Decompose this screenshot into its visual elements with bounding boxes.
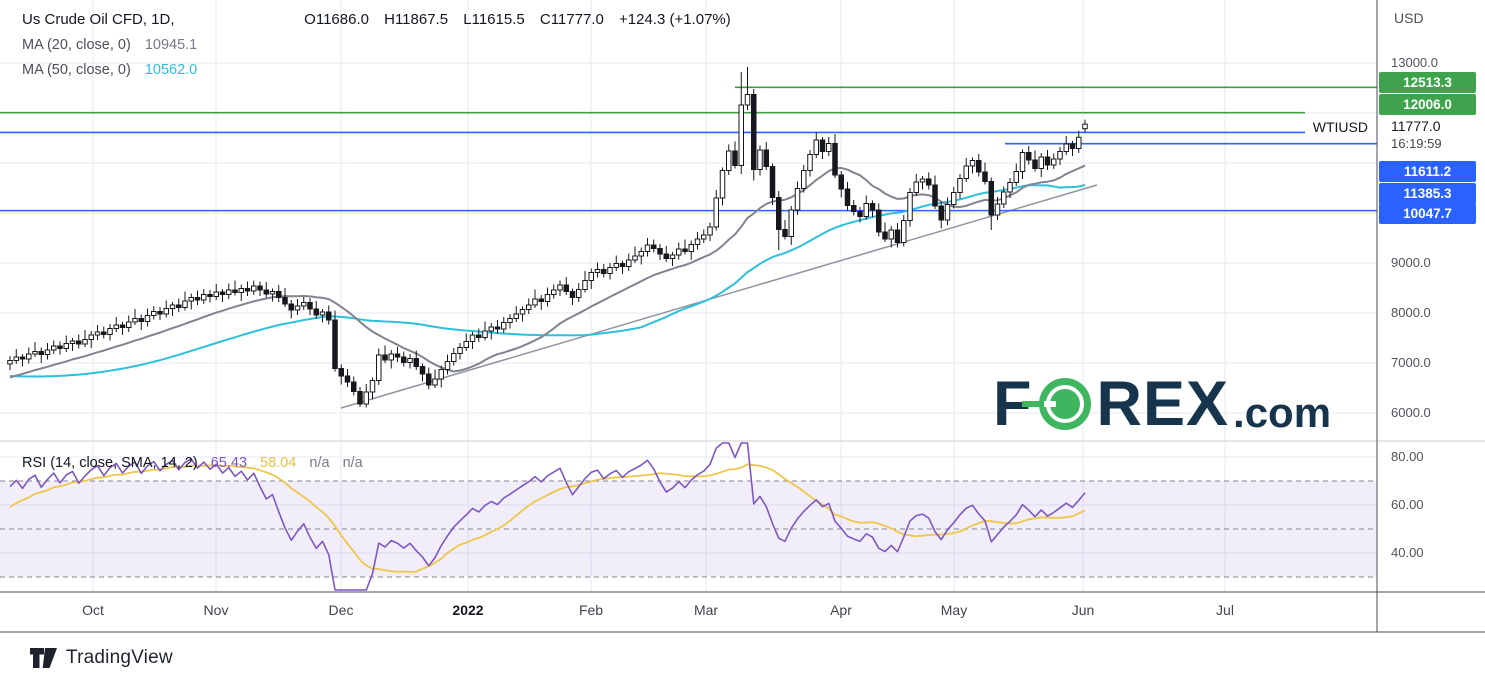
price-axis-badge: 11611.2 bbox=[1379, 160, 1476, 182]
time-axis-label: Apr bbox=[830, 602, 852, 618]
ohlc-open: O11686.0 bbox=[304, 11, 369, 28]
time-axis-label: Nov bbox=[203, 602, 229, 618]
price-axis-badge: 10047.7 bbox=[1379, 202, 1476, 224]
ma50-legend-row[interactable]: MA (50, close, 0) 10562.0 bbox=[22, 62, 742, 78]
price-axis-label: 7000.0 bbox=[1391, 355, 1431, 370]
rsi-na-1: n/a bbox=[309, 455, 330, 471]
rsi-axis-label: 40.00 bbox=[1391, 545, 1424, 560]
symbol-price-tag: WTIUSD bbox=[1312, 119, 1368, 135]
price-axis-badge: 11385.3 bbox=[1379, 182, 1476, 204]
ma50-value: 10562.0 bbox=[144, 62, 198, 78]
ma20-label: MA (20, close, 0) bbox=[22, 37, 131, 53]
last-price-label: 11777.0 bbox=[1391, 118, 1441, 134]
time-axis-label: May bbox=[940, 602, 968, 618]
price-axis-label: 9000.0 bbox=[1391, 255, 1431, 270]
ma20-legend-row[interactable]: MA (20, close, 0) 10945.1 bbox=[22, 37, 742, 53]
tradingview-attribution[interactable]: TradingView bbox=[30, 647, 173, 669]
rsi-title: RSI (14, close, SMA, 14, 2) bbox=[22, 455, 198, 471]
time-axis-label: 2022 bbox=[452, 602, 484, 618]
rsi-axis-label: 60.00 bbox=[1391, 497, 1424, 512]
time-axis-label: Oct bbox=[82, 602, 104, 618]
symbol-title: Us Crude Oil CFD, 1D, bbox=[22, 11, 175, 28]
time-axis-label: Feb bbox=[578, 602, 604, 618]
price-axis-badge: 12513.3 bbox=[1379, 71, 1476, 93]
tradingview-name: TradingView bbox=[66, 647, 173, 668]
price-axis-label: 6000.0 bbox=[1391, 405, 1431, 420]
price-axis-badge: 12006.0 bbox=[1379, 93, 1476, 115]
time-axis-label: Jun bbox=[1071, 602, 1095, 618]
rsi-value: 65.43 bbox=[210, 455, 248, 471]
time-axis-label: Mar bbox=[693, 602, 719, 618]
ohlc-high: H11867.5 bbox=[384, 11, 449, 28]
tradingview-icon bbox=[30, 648, 57, 668]
time-axis-label: Dec bbox=[328, 602, 354, 618]
legend-row-main: Us Crude Oil CFD, 1D, O11686.0 H11867.5 … bbox=[22, 11, 742, 28]
change-value: +124.3 (+1.07%) bbox=[619, 11, 731, 28]
rsi-axis-label: 80.00 bbox=[1391, 449, 1424, 464]
ohlc-low: L11615.5 bbox=[463, 11, 525, 28]
ma50-label: MA (50, close, 0) bbox=[22, 62, 131, 78]
rsi-sma-value: 58.04 bbox=[260, 455, 297, 471]
symbol-legend[interactable]: Us Crude Oil CFD, 1D, O11686.0 H11867.5 … bbox=[22, 11, 742, 78]
bar-countdown: 16:19:59 bbox=[1391, 136, 1442, 151]
time-axis-label: Jul bbox=[1216, 602, 1234, 618]
ma20-value: 10945.1 bbox=[144, 37, 198, 53]
price-axis-label: 8000.0 bbox=[1391, 305, 1431, 320]
ohlc-close: C11777.0 bbox=[539, 11, 604, 28]
price-axis-label: 13000.0 bbox=[1391, 55, 1438, 70]
rsi-na-2: n/a bbox=[342, 455, 363, 471]
currency-label: USD bbox=[1394, 10, 1424, 26]
rsi-legend-row[interactable]: RSI (14, close, SMA, 14, 2) 65.43 58.04 … bbox=[22, 455, 372, 471]
